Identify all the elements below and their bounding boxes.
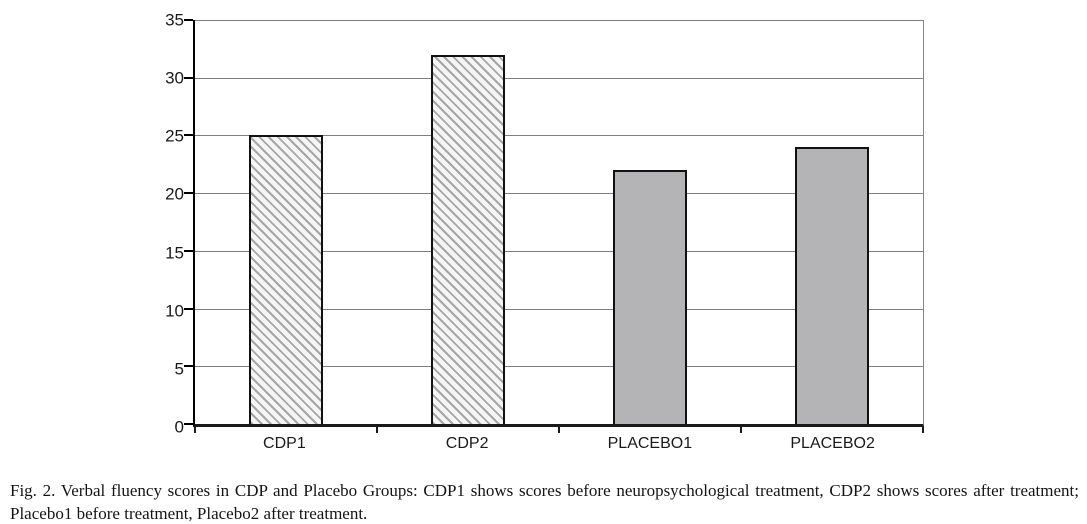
figure-caption: Fig. 2. Verbal fluency scores in CDP and… [10,481,1079,523]
y-tick-label: 10 [165,301,184,321]
y-tick-label: 30 [165,68,184,88]
gridline [195,250,923,252]
y-tick-label: 15 [165,243,184,263]
y-tick-mark [184,19,193,21]
x-tick-mark [558,427,560,433]
y-tick-mark [184,76,193,79]
gridline [195,20,923,21]
gridline [195,308,923,310]
gridline [195,366,923,368]
bar-placebo2 [795,146,869,424]
y-tick-label: 0 [174,417,184,437]
y-tick-mark [184,307,193,310]
x-category-label: PLACEBO1 [607,435,693,452]
y-axis-labels: 0 5 10 15 20 25 30 35 [128,12,184,436]
y-tick-mark [184,192,193,195]
gridline [195,77,923,79]
x-category-label: PLACEBO2 [790,435,875,452]
gridline [195,135,923,137]
y-tick-mark [184,134,193,137]
x-tick-mark [376,427,378,433]
bar-cdp2 [431,54,505,424]
bar-cdp1 [249,135,323,424]
x-category-label: CDP1 [263,435,306,452]
y-tick-label: 25 [165,126,184,146]
x-tick-mark [194,427,196,433]
x-tick-mark [740,427,742,433]
y-tick-label: 5 [174,359,184,379]
y-tick-mark [184,249,193,252]
plot-area [184,19,924,433]
y-tick-mark [184,423,193,425]
x-tick-mark [922,427,924,433]
gridline [195,193,923,195]
y-tick-label: 35 [165,10,184,30]
bar-placebo1 [613,170,687,424]
x-category-label: CDP2 [445,435,489,452]
x-axis-labels: CDP1 CDP2 PLACEBO1 PLACEBO2 [193,436,924,458]
y-tick-label: 20 [165,184,184,204]
y-tick-mark [184,365,193,368]
